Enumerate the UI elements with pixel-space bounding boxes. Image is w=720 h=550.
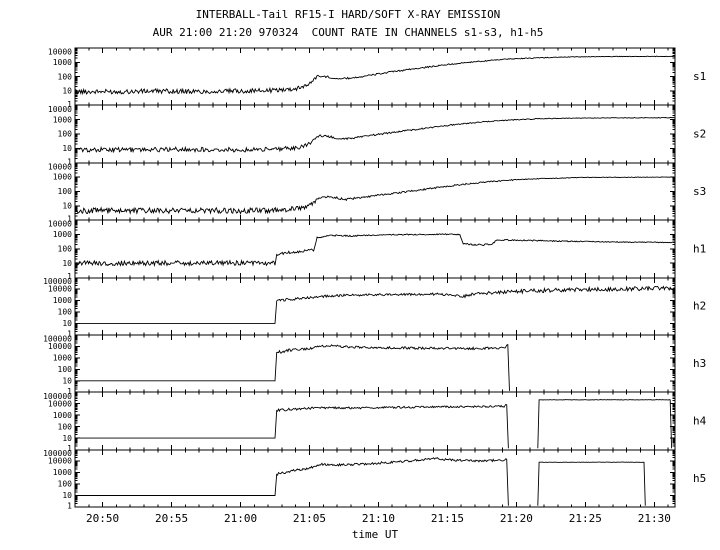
trace-s3-1 <box>74 176 675 215</box>
panel-s1-label: s1 <box>693 70 706 83</box>
svg-text:100: 100 <box>58 365 73 374</box>
svg-text:10000: 10000 <box>48 399 72 408</box>
svg-text:100000: 100000 <box>43 277 72 286</box>
panel-h3-label: h3 <box>693 357 706 370</box>
svg-text:10000: 10000 <box>48 285 72 294</box>
svg-text:1: 1 <box>67 444 72 453</box>
svg-text:10: 10 <box>62 434 72 443</box>
trace-h1-1 <box>74 233 676 268</box>
panel-h2-label: h2 <box>693 300 706 313</box>
svg-text:100000: 100000 <box>43 334 72 343</box>
svg-text:1000: 1000 <box>53 173 72 182</box>
svg-text:100: 100 <box>58 72 73 81</box>
panel-h4-axes <box>74 391 676 451</box>
svg-text:21:05: 21:05 <box>293 512 326 525</box>
svg-text:20:55: 20:55 <box>155 512 188 525</box>
panel-s2-axes <box>74 104 676 164</box>
svg-text:100000: 100000 <box>43 449 72 458</box>
chart-subtitle: AUR 21:00 21:20 970324 COUNT RATE IN CHA… <box>152 26 544 39</box>
panel-h4-label: h4 <box>693 414 707 427</box>
svg-text:1: 1 <box>67 157 72 166</box>
panel-h1-axes <box>74 219 676 279</box>
trace-h3-1 <box>75 343 510 391</box>
svg-text:1: 1 <box>67 502 72 511</box>
svg-text:1000: 1000 <box>53 353 72 362</box>
svg-text:1000: 1000 <box>53 230 72 239</box>
svg-text:10000: 10000 <box>48 48 72 57</box>
svg-text:1: 1 <box>67 329 72 338</box>
svg-text:1000: 1000 <box>53 296 72 305</box>
x-tick-labels: 20:50 20:55 21:00 21:05 21:10 21:15 21:20 21:25… <box>86 512 671 525</box>
svg-text:100: 100 <box>58 244 73 253</box>
trace-s2-1 <box>74 116 676 154</box>
svg-text:10000: 10000 <box>48 220 72 229</box>
svg-text:21:30: 21:30 <box>638 512 671 525</box>
svg-text:1000: 1000 <box>53 58 72 67</box>
panel-s3: 10000 1000 100 10 1 s3 <box>48 162 706 223</box>
svg-text:20:50: 20:50 <box>86 512 119 525</box>
svg-text:100: 100 <box>58 480 73 489</box>
svg-text:100: 100 <box>58 187 73 196</box>
trace-h4-1 <box>75 403 509 449</box>
panel-h5-axes <box>74 449 676 508</box>
svg-text:100000: 100000 <box>43 392 72 401</box>
panel-h3-axes <box>74 334 676 393</box>
svg-text:1000: 1000 <box>53 411 72 420</box>
panel-h5-label: h5 <box>693 472 706 485</box>
panel-s2-label: s2 <box>693 128 706 141</box>
svg-text:1: 1 <box>67 100 72 109</box>
trace-s1-1 <box>74 55 676 96</box>
svg-text:10: 10 <box>62 144 72 153</box>
svg-text:21:00: 21:00 <box>224 512 257 525</box>
svg-text:1: 1 <box>67 387 72 396</box>
svg-text:10: 10 <box>62 259 72 268</box>
svg-text:21:10: 21:10 <box>362 512 395 525</box>
svg-text:1: 1 <box>67 215 72 224</box>
svg-text:10000: 10000 <box>48 105 72 114</box>
panel-h2-axes <box>74 277 676 336</box>
panel-h1-label: h1 <box>693 242 706 255</box>
panel-s3-label: s3 <box>693 185 706 198</box>
svg-text:10: 10 <box>62 87 72 96</box>
chart-title: INTERBALL-Tail RF15-I HARD/SOFT X-RAY EM… <box>195 8 501 21</box>
svg-text:100: 100 <box>58 130 73 139</box>
svg-text:1000: 1000 <box>53 115 72 124</box>
svg-text:1000: 1000 <box>53 468 72 477</box>
svg-text:10000: 10000 <box>48 162 72 171</box>
panel-s3-ytick-labels: 10000 1000 100 10 1 <box>48 162 72 223</box>
svg-text:10000: 10000 <box>48 457 72 466</box>
trace-h4-2 <box>537 399 673 449</box>
svg-text:10: 10 <box>62 491 72 500</box>
trace-h5-1 <box>75 457 509 506</box>
svg-text:10: 10 <box>62 376 72 385</box>
svg-text:10000: 10000 <box>48 342 72 351</box>
svg-text:21:25: 21:25 <box>569 512 602 525</box>
svg-text:21:20: 21:20 <box>500 512 533 525</box>
trace-h2-1 <box>75 285 676 324</box>
svg-text:21:15: 21:15 <box>431 512 464 525</box>
svg-text:10: 10 <box>62 319 72 328</box>
svg-text:1: 1 <box>67 272 72 281</box>
svg-text:10: 10 <box>62 201 72 210</box>
svg-text:100: 100 <box>58 422 73 431</box>
trace-h5-2 <box>537 461 646 506</box>
x-axis-title: time UT <box>352 528 399 541</box>
svg-text:100: 100 <box>58 308 73 317</box>
